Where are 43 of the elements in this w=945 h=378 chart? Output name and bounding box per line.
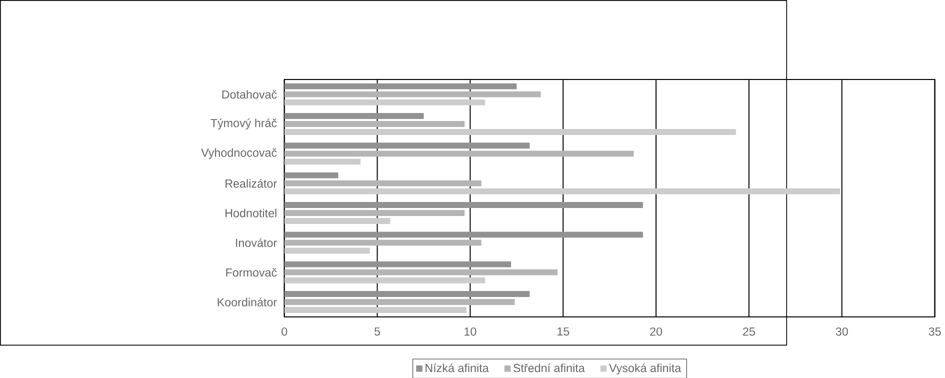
bar: [284, 142, 530, 148]
x-tick-label: 5: [374, 327, 380, 336]
bar: [284, 83, 517, 90]
y-tick-label: Inovátor: [236, 238, 277, 247]
bar: [284, 218, 390, 224]
bar: [284, 99, 486, 106]
x-tick-label: 15: [558, 327, 570, 336]
bar: [284, 210, 465, 216]
x-tick-label: 30: [836, 327, 848, 336]
bar: [284, 180, 482, 186]
x-tick-label: 35: [928, 327, 941, 336]
bar: [284, 269, 558, 276]
bar: [284, 298, 515, 305]
legend-label: Nízká afinita: [426, 363, 489, 372]
bar: [284, 306, 466, 313]
bar: [284, 232, 644, 238]
y-tick-label: Týmový hráč: [210, 118, 277, 130]
x-tick-label: 10: [464, 327, 476, 336]
bar: [284, 150, 634, 156]
bar: [284, 128, 736, 135]
bar: [284, 188, 840, 194]
x-tick-label: 20: [650, 327, 662, 336]
bar: [284, 120, 465, 127]
bar: [284, 240, 482, 246]
legend-label: Vysoká afinita: [609, 363, 682, 374]
x-tick-label: 0: [282, 327, 288, 336]
y-tick-label: Hodnotitel: [226, 208, 276, 218]
y-tick-label: Koordinátor: [218, 297, 277, 306]
x-tick-label: 25: [743, 327, 755, 336]
bar: [284, 202, 644, 208]
y-tick-label: Formovač: [226, 268, 277, 276]
bar: [284, 261, 512, 268]
bar: [284, 158, 361, 164]
y-tick-label: Vyhodnocovač: [201, 148, 277, 159]
bar: [284, 172, 338, 178]
y-tick-label: Realizátor: [226, 178, 277, 188]
bar: [284, 277, 486, 284]
bar: [284, 91, 541, 98]
legend-label: Střední afinita: [513, 363, 585, 372]
bar: [284, 112, 424, 119]
y-tick-label: Dotahovač: [222, 90, 277, 98]
bar: [284, 248, 370, 254]
bar: [284, 290, 530, 297]
